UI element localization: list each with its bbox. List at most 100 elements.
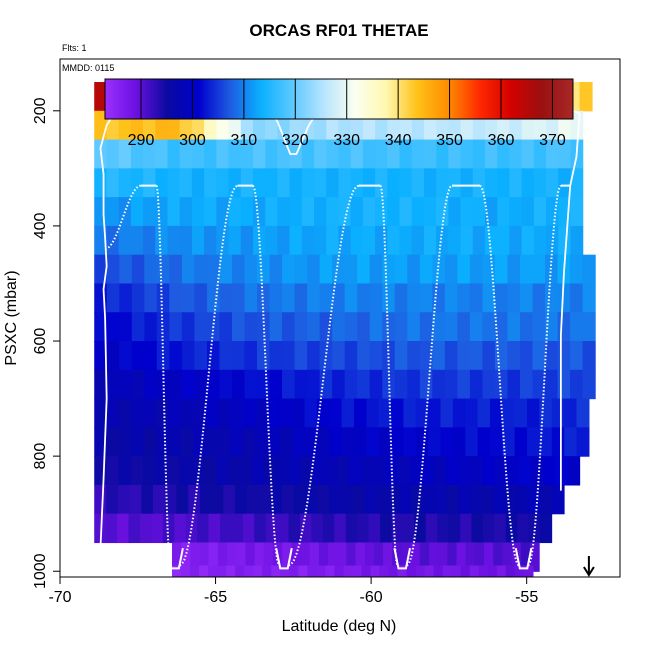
heatmap-cell [407,254,421,285]
y-tick-label: 600 [32,328,49,355]
heatmap-cell [228,139,242,169]
heatmap-cell [397,456,411,486]
heatmap-cell [506,456,520,486]
heatmap-cell [507,312,521,342]
heatmap-cell [282,312,296,342]
heatmap-cell [314,225,327,256]
heatmap-cell [231,312,246,342]
heatmap-cell [484,139,498,169]
heatmap-cell [399,484,412,515]
heatmap-cell [376,484,389,515]
heatmap-cell [375,197,388,227]
heatmap-cell [94,197,108,227]
heatmap-cell [570,283,584,313]
heatmap-cell [332,312,346,342]
heatmap-cell [106,341,120,371]
heatmap-cell [119,341,133,371]
heatmap-cell [179,139,193,169]
heatmap-cell [332,341,346,371]
heatmap-cell [523,565,534,577]
heatmap-cell [341,398,355,428]
heatmap-cell [497,168,510,198]
heatmap-cell [387,197,401,227]
heatmap-cell [582,312,596,342]
heatmap-cell [277,168,291,198]
heatmap-cell [325,565,335,577]
heatmap-cell [265,139,278,169]
heatmap-cell [219,283,233,313]
heatmap-cell [154,456,168,486]
profile-segment [288,184,360,567]
heatmap-cell [216,168,230,198]
heatmap-cell [472,168,486,198]
heatmap-cell [428,542,439,572]
heatmap-cell [521,139,535,169]
heatmap-cell [507,369,521,400]
y-axis-label: PSXC (mbar) [3,270,20,365]
heatmap-cell [193,427,207,457]
heatmap-cell [458,456,471,486]
heatmap-cell [206,369,221,400]
heatmap-cell [543,456,556,486]
y-tick-label: 400 [32,212,49,239]
heatmap-cell [298,565,308,577]
heatmap-cell [106,427,120,457]
heatmap-cell [338,139,352,169]
heatmap-cell [533,139,547,169]
heatmap-cell [231,254,246,285]
heatmap-cell [482,456,496,486]
heatmap-cell [557,312,571,342]
heatmap-cell [254,513,267,544]
heatmap-cell [484,168,498,198]
heatmap-cell [527,398,541,428]
heatmap-cell [118,456,132,486]
heatmap-cell [174,513,187,544]
heatmap-cell [469,254,484,285]
heatmap-cell [472,197,486,227]
heatmap-cell [130,456,144,486]
heatmap-cell [326,197,340,227]
heatmap-cell [267,427,281,457]
heatmap-cell [448,168,462,198]
heatmap-cell [460,513,473,544]
heatmap-cell [265,513,278,544]
heatmap-cell [452,427,466,457]
heatmap-cell [191,456,205,486]
heatmap-cell [251,456,265,486]
heatmap-cell [194,341,208,371]
heatmap-cell [570,168,584,198]
heatmap-cell [301,197,315,227]
heatmap-cell [546,168,559,198]
heatmap-cell [368,513,381,544]
heatmap-cell [319,254,333,285]
heatmap-cell [532,312,546,342]
heatmap-cell [307,341,321,371]
heatmap-cell [494,312,509,342]
heatmap-cell [415,565,426,577]
heatmap-cell [415,427,429,457]
heatmap-cell [141,484,154,515]
heatmap-cell [258,484,271,515]
heatmap-cell [143,225,156,256]
heatmap-cell [407,369,421,400]
x-axis-label: Latitude (deg N) [282,618,397,635]
heatmap-cell [552,484,565,515]
y-axis: 200 400 600 800 1000 [32,97,60,589]
heatmap-cell [314,168,327,198]
heatmap-cell [162,513,175,544]
profile-bottom-level [393,548,411,570]
heatmap-cell [579,82,593,112]
x-tick-label: -60 [360,589,383,606]
heatmap-cell [546,197,559,227]
heatmap-cell [472,139,486,169]
heatmap-cell [540,484,553,515]
heatmap-cell [528,513,541,544]
heatmap-cell [105,513,118,544]
heatmap-cell [502,542,513,572]
heatmap-cell [319,341,333,371]
heatmap-cell [144,341,158,371]
heatmap-cell [301,139,315,169]
profile-segment [179,184,238,567]
heatmap-cell [219,341,233,371]
colorbar-tick-label: 290 [128,132,155,149]
